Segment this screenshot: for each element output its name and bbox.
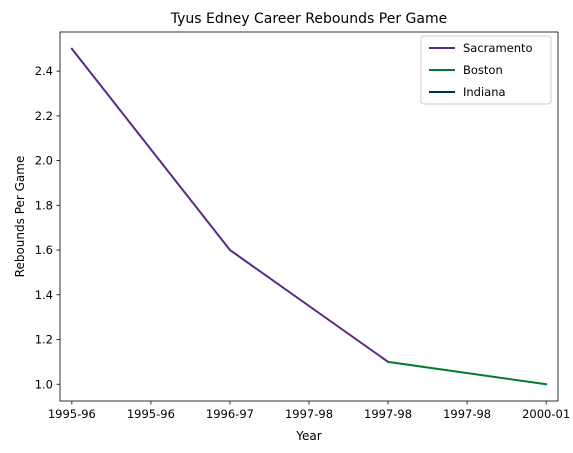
y-tick-label: 1.4	[35, 288, 53, 302]
x-tick-label: 1997-98	[443, 407, 491, 421]
legend-box	[420, 35, 552, 105]
y-tick-label: 1.6	[35, 243, 53, 257]
y-axis: 1.0 1.2 1.4 1.6 1.8 2.0 2.2 2.4	[35, 64, 60, 391]
series-line-sacramento	[70, 47, 390, 364]
y-tick-label: 2.2	[35, 109, 53, 123]
y-tick-label: 1.2	[35, 333, 53, 347]
y-tick-label: 2.0	[35, 154, 53, 168]
x-tick-label: 1997-98	[364, 407, 412, 421]
series-line-boston	[386, 360, 548, 386]
y-tick-label: 2.4	[35, 64, 53, 78]
x-tick-label: 1996-97	[206, 407, 254, 421]
y-tick-label: 1.0	[35, 377, 53, 391]
series-layer	[70, 47, 548, 386]
x-tick-label: 2000-01	[522, 407, 570, 421]
legend-label: Sacramento	[463, 41, 533, 55]
legend-label: Boston	[463, 63, 503, 77]
x-tick-label: 1995-96	[127, 407, 175, 421]
x-tick-label: 1995-96	[48, 407, 96, 421]
legend-label: Indiana	[463, 85, 506, 99]
x-axis: 1995-96 1995-96 1996-97 1997-98 1997-98 1997-…	[48, 401, 570, 421]
y-tick-label: 1.8	[35, 198, 53, 212]
x-tick-label: 1997-98	[285, 407, 333, 421]
chart-title: Tyus Edney Career Rebounds Per Game	[170, 11, 447, 27]
y-axis-label: Rebounds Per Game	[13, 156, 27, 278]
legend: Sacramento Boston Indiana	[420, 35, 552, 105]
x-axis-label: Year	[295, 429, 321, 443]
